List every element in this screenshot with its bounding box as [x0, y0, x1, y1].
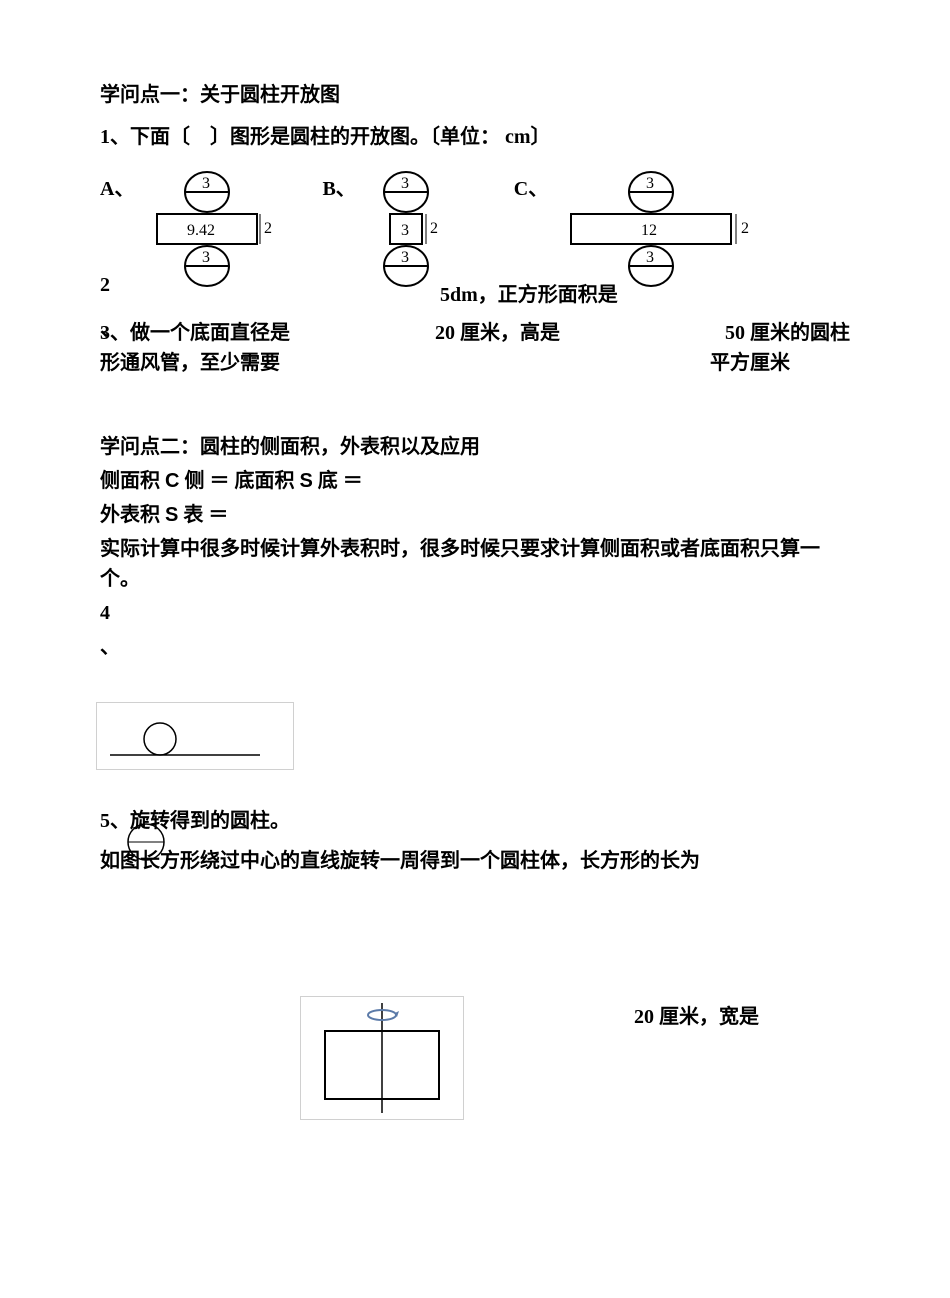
- q3-d: 形通风管，至少需要: [100, 348, 280, 378]
- q1-text: 1、下面〔 〕图形是圆柱的开放图。〔单位： cm〕: [100, 122, 850, 152]
- kp2-line2: 外表积 S 表 ＝: [100, 500, 850, 530]
- kp1-title: 学问点一：关于圆柱开放图: [100, 80, 850, 110]
- kp2-line4: 4: [100, 598, 850, 628]
- trailing-2: 2: [100, 270, 110, 300]
- c-rect-w: 12: [641, 222, 657, 239]
- diagram-b: B、 3 3 2 3: [322, 170, 473, 300]
- kp2-title: 学问点二：圆柱的侧面积，外表积以及应用: [100, 432, 850, 462]
- lower-side-text: 20 厘米，宽是: [634, 996, 759, 1032]
- q3-e: 平方厘米: [710, 348, 790, 378]
- c-rect-h: 2: [741, 220, 749, 237]
- lower-figure-row: 20 厘米，宽是: [100, 996, 850, 1120]
- b-rect-h: 2: [430, 220, 438, 237]
- q3-c: 50 厘米的圆柱: [725, 318, 850, 348]
- lower-figure-box: [300, 996, 464, 1120]
- opt-a-label: A、: [100, 170, 134, 204]
- kp2-line1: 侧面积 C 侧 ＝ 底面积 S 底 ＝: [100, 466, 850, 496]
- a-rect-h: 2: [264, 220, 272, 237]
- q3-b: 20 厘米，高是: [435, 318, 560, 348]
- kp2-line3: 实际计算中很多时候计算外表积时，很多时候只要求计算侧面积或者底面积只算一个。: [100, 534, 850, 594]
- diagram-c: C、 3 12 2 3: [514, 170, 776, 300]
- diagram-b-svg: 3 3 2 3: [364, 170, 474, 300]
- b-bot-d: 3: [401, 249, 409, 266]
- diagram-a: A、 3 9.42 2 3: [100, 170, 302, 300]
- opt-b-label: B、: [322, 170, 355, 204]
- q5-line1: 5、旋转得到的圆柱。: [100, 806, 850, 836]
- a-top-d: 3: [202, 175, 210, 192]
- opt-c-label: C、: [514, 170, 548, 204]
- c-bot-d: 3: [646, 249, 654, 266]
- q5-block: 5、旋转得到的圆柱。 如图长方形绕过中心的直线旋转一周得到一个圆柱体，长方形的长…: [100, 806, 850, 876]
- q3-row2: 形通风管，至少需要 平方厘米: [100, 348, 850, 378]
- q3-row: 3、做一个底面直径是 20 厘米，高是 50 厘米的圆柱: [100, 318, 850, 348]
- diagrams-row: 2 A、 3 9.42 2 3 B、 3: [100, 170, 850, 300]
- kp2-line5: 、: [100, 632, 850, 662]
- a-rect-w: 9.42: [187, 222, 215, 239]
- small-figure-box: [96, 702, 294, 770]
- diagram-c-svg: 3 12 2 3: [556, 170, 776, 300]
- circle-on-line-icon: [105, 713, 265, 763]
- c-top-d: 3: [646, 175, 654, 192]
- b-top-d: 3: [401, 175, 409, 192]
- q5-line2: 如图长方形绕过中心的直线旋转一周得到一个圆柱体，长方形的长为: [100, 846, 850, 876]
- kp2-block: 学问点二：圆柱的侧面积，外表积以及应用 侧面积 C 侧 ＝ 底面积 S 底 ＝ …: [100, 432, 850, 662]
- a-bot-d: 3: [202, 249, 210, 266]
- q3-a: 3、做一个底面直径是: [100, 318, 290, 348]
- b-rect-w: 3: [401, 222, 409, 239]
- diagram-a-svg: 3 9.42 2 3: [142, 170, 302, 300]
- rect-rotation-icon: [307, 1003, 457, 1113]
